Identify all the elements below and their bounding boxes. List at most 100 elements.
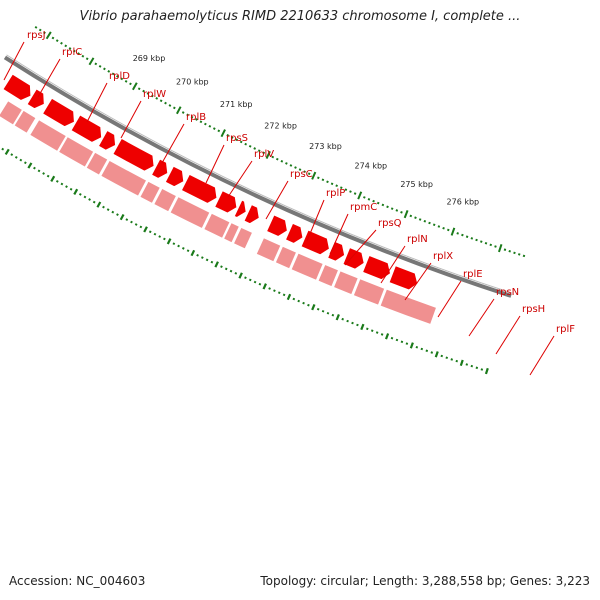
outer-minor-tick: [158, 235, 162, 238]
outer-minor-tick: [450, 358, 454, 361]
outer-minor-tick: [405, 342, 409, 345]
scale-minor-tick: [124, 79, 128, 83]
gene-label-rplC: rplC: [62, 47, 82, 58]
outer-minor-tick: [220, 265, 223, 268]
callout-line-rplP: [306, 199, 325, 242]
scale-major-tick: [311, 171, 317, 180]
outer-major-tick: [190, 249, 196, 257]
outer-major-tick: [4, 148, 10, 156]
scale-minor-tick: [262, 151, 266, 155]
scale-major-tick: [403, 210, 409, 219]
scale-labels: 269 kbp 270 kbp 271 kbp 272 kbp 273 kbp 274 k…: [133, 54, 479, 206]
gene-label-rplD: rplD: [109, 71, 130, 82]
outer-minor-tick: [229, 269, 233, 273]
outer-minor-tick: [19, 158, 23, 162]
scale-minor-tick: [244, 142, 248, 146]
gene-next: [388, 265, 419, 291]
cds-rpsN: [317, 263, 340, 288]
outer-minor-tick: [153, 232, 157, 236]
scale-minor-tick: [503, 248, 507, 251]
outer-minor-tick: [440, 354, 444, 358]
outer-minor-tick: [331, 313, 335, 317]
scale-minor-tick: [239, 140, 243, 144]
callout-line-rplN: [380, 245, 406, 284]
cds-rplP: [203, 212, 231, 239]
outer-minor-tick: [196, 253, 199, 257]
outer-minor-tick: [465, 363, 469, 366]
gene-rpsN: [326, 240, 346, 262]
backbone-highlight: [6, 54, 513, 294]
callout-line-rpmC: [329, 213, 349, 255]
cds-rplX: [274, 245, 298, 270]
gene-rplP: [213, 190, 238, 214]
cds-rpsC: [169, 195, 211, 230]
scale-minor-tick: [344, 188, 348, 191]
scale-minor-tick: [409, 214, 413, 218]
scale-major-tick: [45, 31, 52, 40]
outer-major-tick: [286, 293, 292, 301]
outer-minor-tick: [321, 309, 325, 313]
gene-rpsS: [150, 158, 169, 180]
outer-minor-tick: [201, 256, 204, 259]
scale-minor-tick: [204, 122, 207, 126]
gene-track: [2, 73, 419, 291]
outer-minor-tick: [302, 301, 305, 305]
outer-major-tick: [262, 283, 267, 290]
scale-minor-tick: [475, 238, 478, 242]
outer-minor-tick: [78, 193, 82, 196]
scale-minor-tick: [418, 218, 422, 221]
outer-minor-tick: [415, 345, 419, 349]
gene-rpsQ: [243, 203, 260, 225]
scale-major-tick: [220, 129, 226, 138]
outer-minor-tick: [102, 205, 105, 209]
outer-minor-tick: [116, 213, 119, 216]
scale-minor-tick: [64, 44, 68, 48]
callout-line-rpsJ: [3, 41, 25, 81]
scale-minor-tick: [363, 196, 366, 199]
scale-minor-tick: [155, 97, 159, 100]
gene-rplB: [112, 137, 155, 172]
scale-minor-tick: [376, 201, 380, 205]
scale-minor-tick: [38, 28, 42, 32]
scale-minor-tick: [428, 221, 431, 225]
outer-minor-tick: [253, 280, 257, 284]
outer-minor-tick: [455, 359, 459, 363]
outer-minor-tick: [470, 364, 474, 368]
outer-major-tick: [50, 175, 56, 182]
outer-minor-tick: [307, 303, 310, 307]
outer-minor-tick: [346, 319, 349, 323]
outer-major-tick: [73, 188, 79, 195]
outer-minor-tick: [380, 333, 384, 336]
outer-minor-tick: [14, 155, 18, 159]
outer-minor-tick: [65, 185, 68, 189]
gene-rplF: [361, 254, 392, 281]
gene-rplD: [70, 114, 103, 143]
outer-minor-tick: [1, 147, 5, 151]
callout-line-rplC: [37, 58, 61, 98]
callout-line-rplX: [404, 262, 432, 301]
scale-minor-tick: [195, 118, 198, 121]
outer-minor-tick: [205, 258, 209, 262]
cds-rplC: [28, 118, 68, 153]
scale-minor-tick: [60, 41, 63, 45]
outer-minor-tick: [292, 297, 296, 301]
gene-rpsH: [342, 246, 365, 270]
scale-major-tick: [132, 82, 138, 91]
accession-label: Accession: NC_004603: [9, 574, 146, 588]
scale-minor-tick: [248, 144, 252, 148]
callout-line-rpsN: [468, 298, 495, 337]
gene-label-rplX: rplX: [433, 251, 453, 262]
outer-major-tick: [311, 304, 316, 311]
scale-minor-tick: [339, 186, 343, 190]
gene-label-rplN: rplN: [407, 234, 428, 245]
gene-callouts: rpsJ rplC rplD rplW rplB rpsS rplV rpsC rplP rpmC…: [3, 30, 575, 376]
gene-label-rpsS: rpsS: [226, 133, 248, 144]
scale-major-tick: [450, 227, 456, 236]
outer-major-tick: [434, 351, 439, 358]
outer-major-tick: [214, 261, 219, 268]
outer-minor-tick: [297, 299, 301, 303]
scale-minor-tick: [484, 242, 488, 245]
cds-next: [379, 288, 438, 326]
scale-minor-tick: [190, 115, 194, 119]
backbone-arc: [3, 55, 512, 298]
